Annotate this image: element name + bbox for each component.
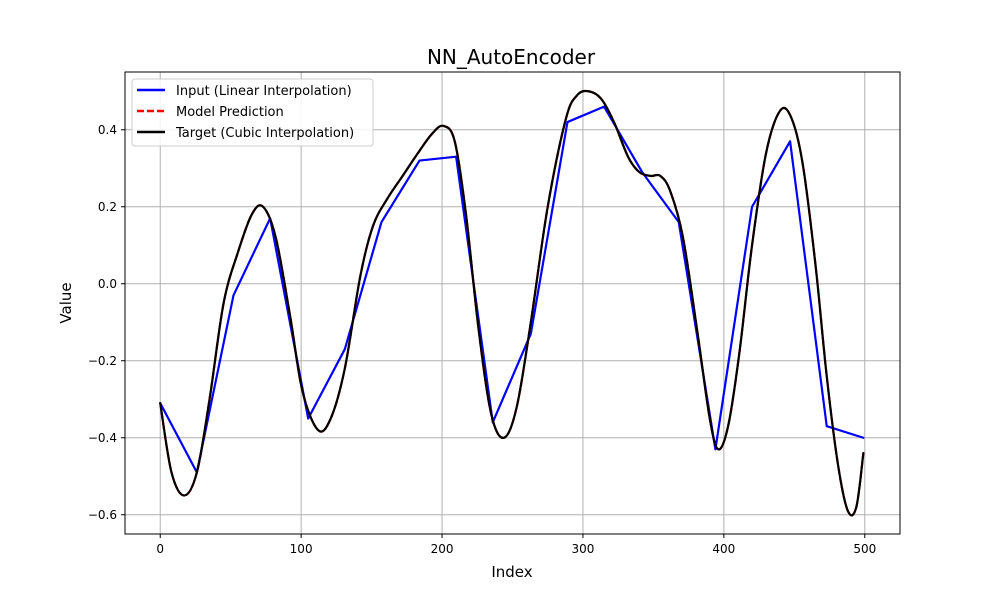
series-input-line (159, 105, 865, 474)
y-tick-label: 0.4 (98, 123, 117, 137)
y-tick-label: −0.6 (88, 508, 117, 522)
series-lines (159, 89, 865, 517)
legend-label-target: Target (Cubic Interpolation) (175, 126, 354, 141)
ticks: 0 100 200 300 400 500 −0.6 −0.4 −0.2 0.0 0.2 0.4 (88, 123, 876, 556)
y-tick-label: −0.2 (88, 354, 117, 368)
x-tick-label: 300 (572, 542, 595, 556)
x-axis-label: Index (491, 563, 532, 581)
x-tick-label: 500 (853, 542, 876, 556)
chart-title: NN_AutoEncoder (427, 45, 596, 69)
x-tick-label: 400 (712, 542, 735, 556)
legend-label-input: Input (Linear Interpolation) (176, 84, 352, 99)
x-tick-label: 200 (431, 542, 454, 556)
plot-area (125, 72, 900, 534)
plot-frame (124, 71, 901, 535)
x-tick-label: 0 (156, 542, 164, 556)
x-tick-label: 100 (290, 542, 313, 556)
legend-box (131, 78, 374, 147)
legend: Input (Linear Interpolation) Model Predi… (131, 78, 374, 147)
y-tick-label: −0.4 (88, 431, 117, 445)
y-tick-label: 0.0 (98, 277, 117, 291)
grid (125, 72, 900, 534)
series-target-line (159, 89, 865, 517)
y-axis-label: Value (57, 282, 75, 323)
legend-label-prediction: Model Prediction (176, 105, 284, 120)
y-tick-label: 0.2 (98, 200, 117, 214)
